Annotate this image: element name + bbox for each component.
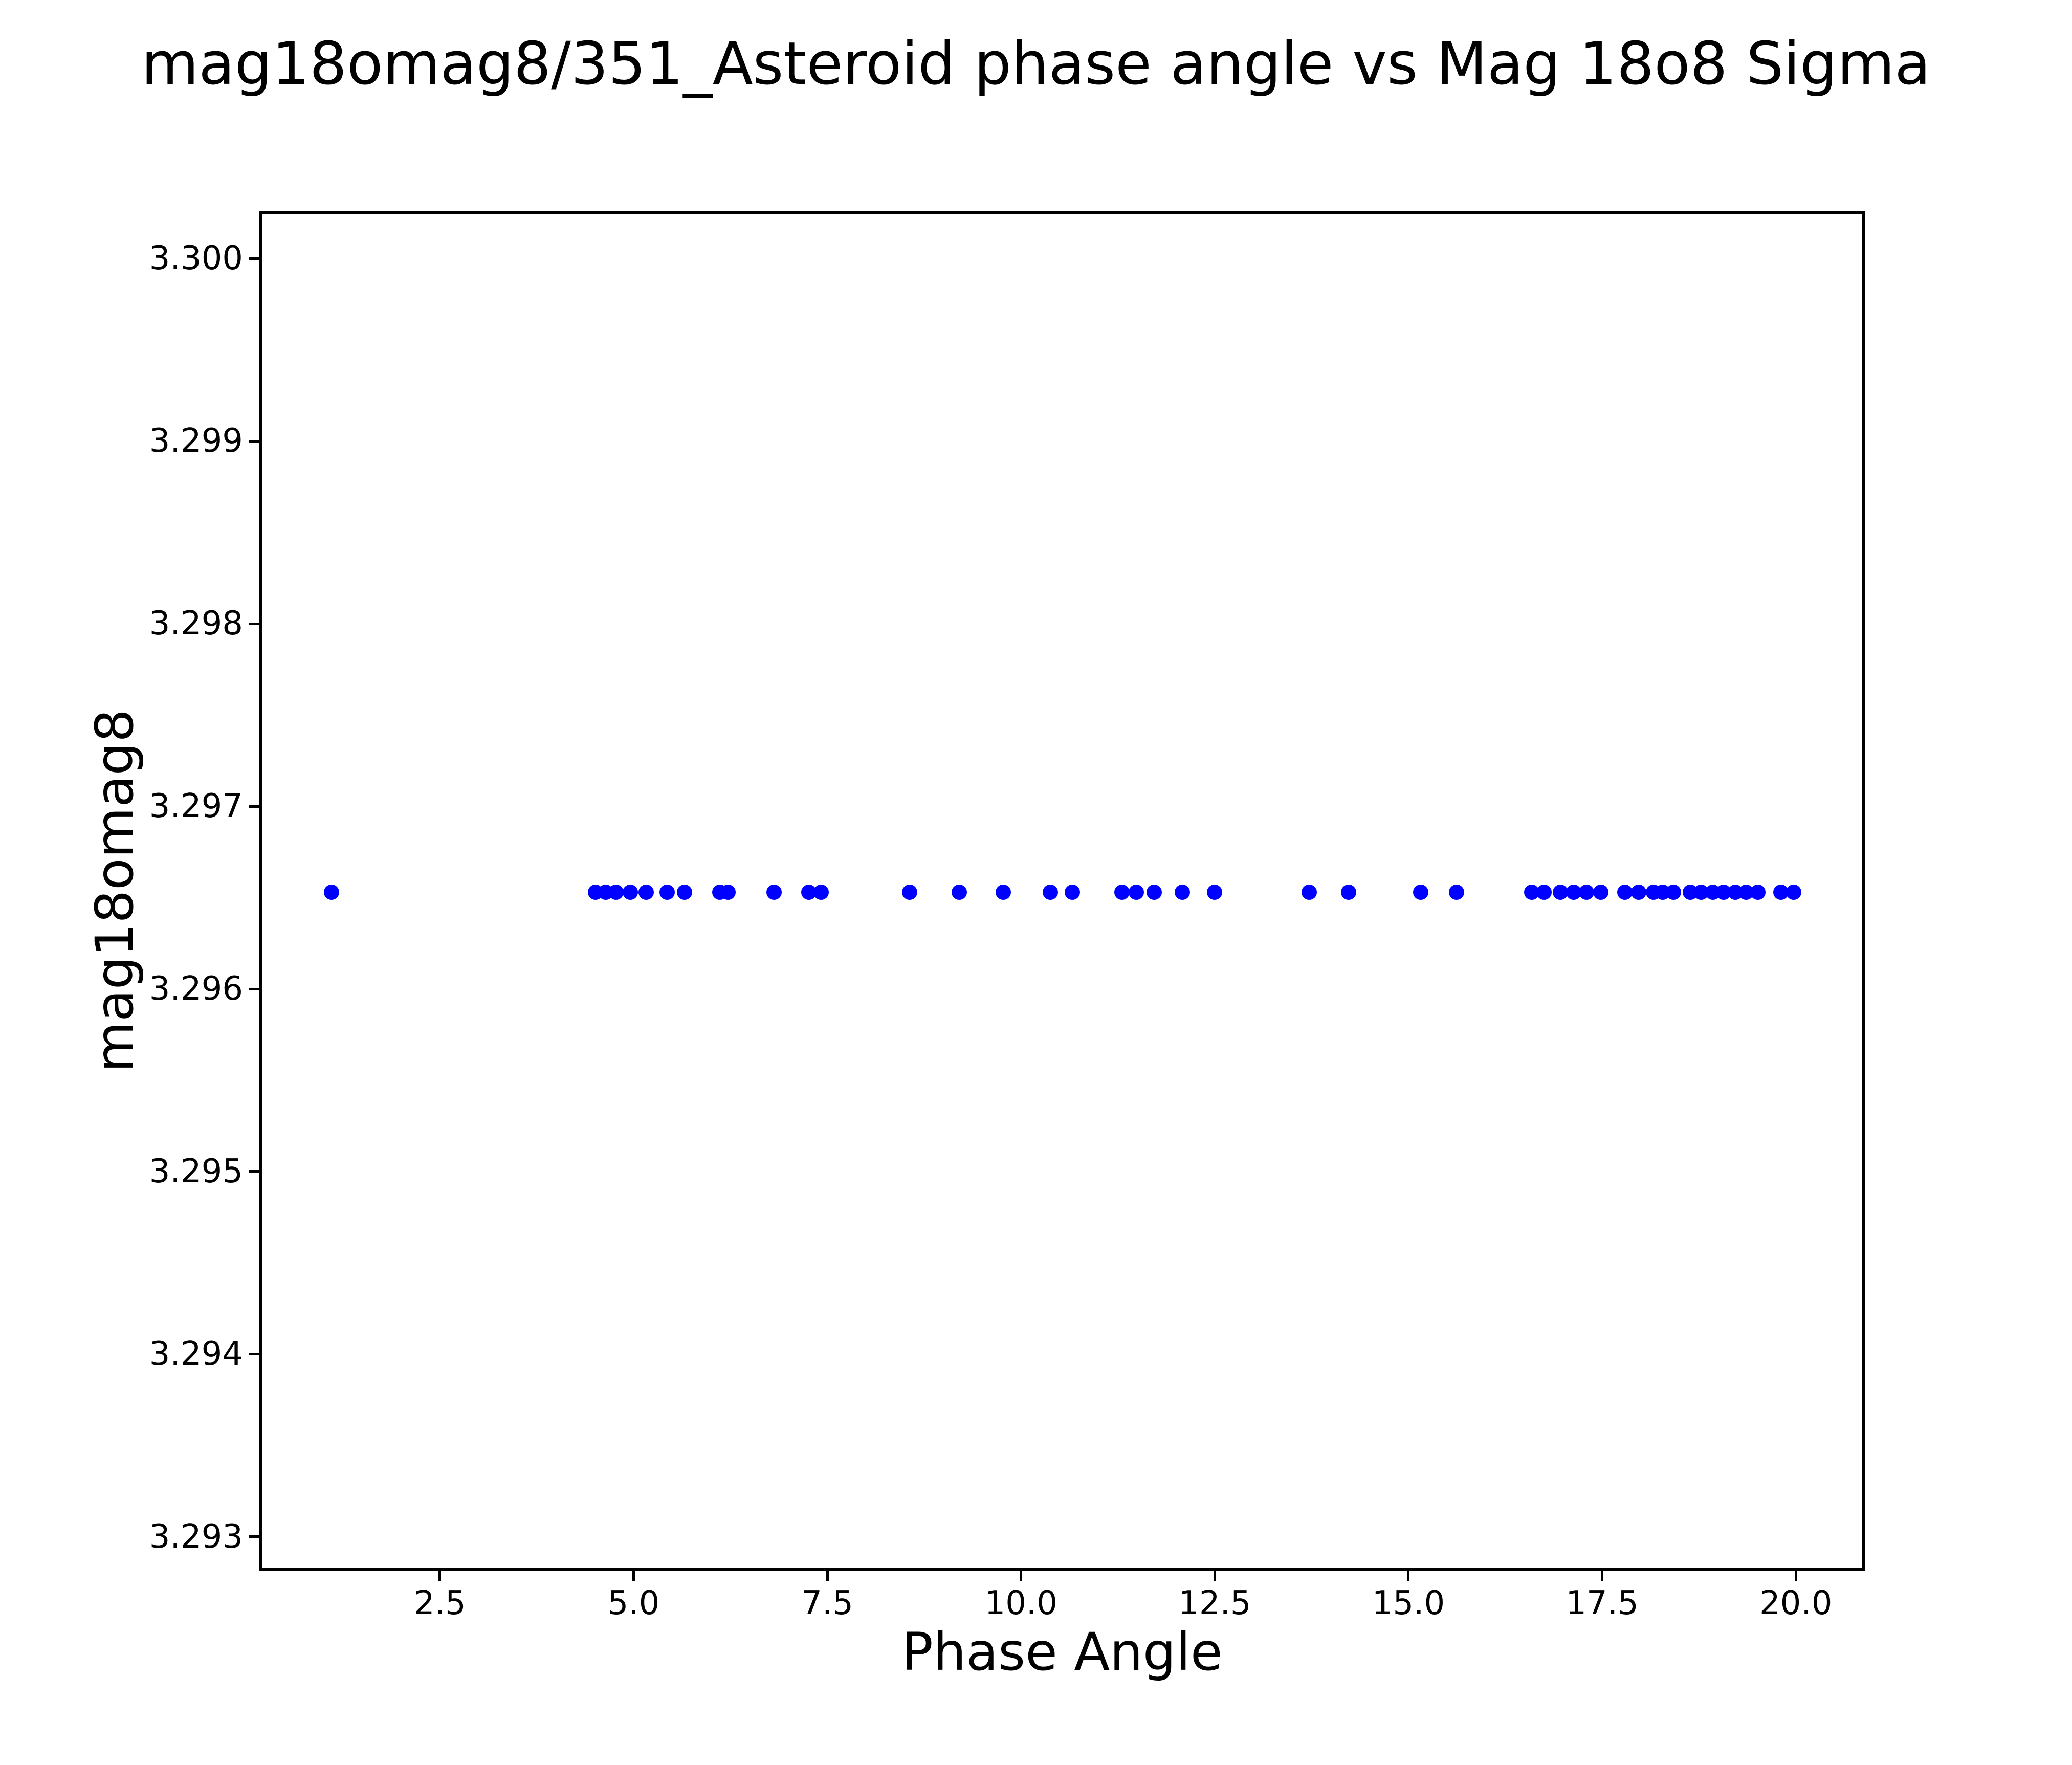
data-point xyxy=(1413,884,1429,900)
y-tick-mark xyxy=(249,1353,259,1356)
data-point xyxy=(1064,884,1080,900)
data-point xyxy=(1129,884,1144,900)
y-axis-label: mag18omag8 xyxy=(84,709,145,1073)
data-point xyxy=(813,884,829,900)
x-tick-mark xyxy=(1601,1571,1604,1581)
y-tick-mark xyxy=(249,257,259,260)
data-point xyxy=(1043,884,1059,900)
y-tick-mark xyxy=(249,987,259,990)
x-tick-mark xyxy=(438,1571,442,1581)
x-tick-label: 10.0 xyxy=(984,1584,1057,1622)
x-tick-label: 7.5 xyxy=(801,1584,853,1622)
data-point xyxy=(1665,884,1681,900)
y-tick-label: 3.293 xyxy=(149,1517,243,1556)
data-point xyxy=(1617,884,1633,900)
chart-title: mag18omag8/351_Asteroid phase angle vs M… xyxy=(141,30,1931,98)
x-tick-mark xyxy=(1407,1571,1410,1581)
y-tick-label: 3.298 xyxy=(149,605,243,643)
data-point xyxy=(1750,884,1766,900)
x-tick-label: 15.0 xyxy=(1372,1584,1445,1622)
data-point xyxy=(677,884,693,900)
x-tick-label: 12.5 xyxy=(1178,1584,1251,1622)
y-tick-label: 3.300 xyxy=(149,239,243,278)
x-tick-mark xyxy=(1794,1571,1797,1581)
data-point xyxy=(1593,884,1608,900)
data-point xyxy=(1114,884,1130,900)
data-point xyxy=(1302,884,1317,900)
x-tick-label: 5.0 xyxy=(607,1584,660,1622)
y-tick-mark xyxy=(249,439,259,443)
data-point xyxy=(1341,884,1357,900)
y-tick-mark xyxy=(249,622,259,625)
y-tick-mark xyxy=(249,1170,259,1173)
y-tick-mark xyxy=(249,805,259,808)
data-point xyxy=(1147,884,1162,900)
y-tick-mark xyxy=(249,1535,259,1538)
x-tick-label: 17.5 xyxy=(1566,1584,1639,1622)
y-tick-label: 3.299 xyxy=(149,422,243,460)
y-tick-label: 3.295 xyxy=(149,1152,243,1190)
y-tick-label: 3.296 xyxy=(149,970,243,1008)
data-point xyxy=(608,884,624,900)
data-point xyxy=(659,884,675,900)
x-tick-mark xyxy=(826,1571,829,1581)
x-tick-mark xyxy=(1213,1571,1216,1581)
data-point xyxy=(995,884,1011,900)
data-point xyxy=(1786,884,1801,900)
data-point xyxy=(638,884,654,900)
data-point xyxy=(1448,884,1464,900)
x-tick-label: 20.0 xyxy=(1759,1584,1833,1622)
data-point xyxy=(323,884,339,900)
data-point xyxy=(1552,884,1568,900)
data-point xyxy=(766,884,782,900)
data-point xyxy=(1566,884,1581,900)
y-tick-label: 3.294 xyxy=(149,1335,243,1373)
data-point xyxy=(951,884,967,900)
x-axis-label: Phase Angle xyxy=(901,1622,1223,1683)
data-point xyxy=(1579,884,1595,900)
data-point xyxy=(623,884,638,900)
data-point xyxy=(1207,884,1223,900)
x-tick-mark xyxy=(1020,1571,1023,1581)
y-tick-label: 3.297 xyxy=(149,787,243,826)
data-point xyxy=(1630,884,1646,900)
data-point xyxy=(1536,884,1552,900)
data-point xyxy=(720,884,736,900)
x-tick-mark xyxy=(632,1571,635,1581)
data-point xyxy=(901,884,917,900)
data-point xyxy=(1174,884,1190,900)
x-tick-label: 2.5 xyxy=(413,1584,466,1622)
